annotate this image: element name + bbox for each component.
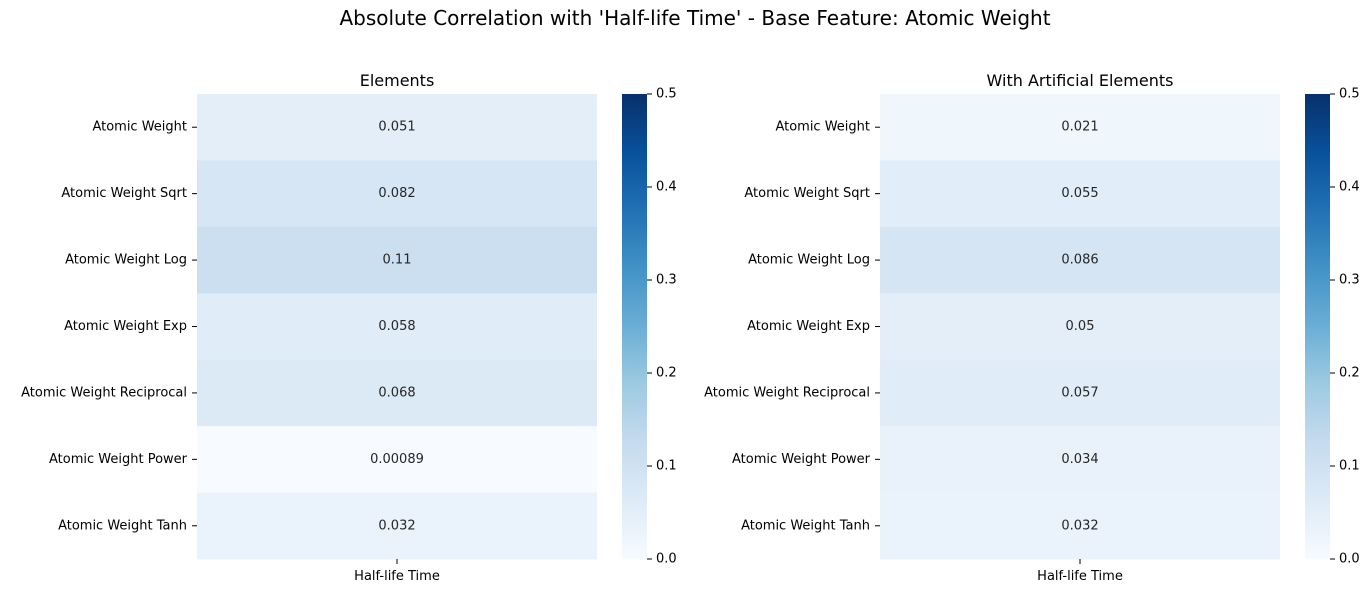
y-tick-label: Atomic Weight Exp: [747, 319, 870, 334]
cell-value-label: 0.082: [378, 186, 415, 201]
cell-value-label: 0.021: [1061, 120, 1098, 135]
heatmap-cell: [880, 426, 1280, 494]
cell-value-label: 0.051: [378, 120, 415, 135]
cell-value-label: 0.032: [1061, 518, 1098, 533]
colorbar: [1305, 94, 1330, 559]
y-tick-label: Atomic Weight Tanh: [741, 518, 870, 533]
colorbar-tick-label: 0.2: [1339, 366, 1360, 381]
heatmap-cell: [880, 226, 1280, 294]
heatmap-cell: [880, 94, 1280, 161]
colorbar-tick-label: 0.4: [656, 180, 677, 195]
cell-value-label: 0.068: [378, 385, 415, 400]
colorbar-tick-label: 0.3: [656, 273, 677, 288]
cell-value-label: 0.058: [378, 319, 415, 334]
colorbar-tick-label: 0.1: [1339, 459, 1360, 474]
colorbar-tick-label: 0.4: [1339, 180, 1360, 195]
cell-value-label: 0.086: [1061, 253, 1098, 268]
y-tick-label: Atomic Weight Exp: [64, 319, 187, 334]
y-tick-label: Atomic Weight: [775, 120, 870, 135]
panel-title: With Artificial Elements: [987, 71, 1174, 90]
heatmap-cell: [197, 426, 597, 494]
colorbar-tick-label: 0.1: [656, 459, 677, 474]
y-tick-label: Atomic Weight Reciprocal: [21, 385, 187, 400]
heatmap-panel-elements: Elements 0.051 Atomic Weight 0.082 Atomic We…: [21, 71, 677, 584]
heatmap-cell: [197, 94, 597, 161]
colorbar-tick-label: 0.5: [1339, 87, 1360, 102]
heatmap-cell: [880, 293, 1280, 361]
heatmap-cell: [197, 226, 597, 294]
y-tick-label: Atomic Weight Power: [49, 452, 188, 467]
y-tick-label: Atomic Weight Log: [65, 253, 187, 268]
y-tick-label: Atomic Weight Power: [732, 452, 871, 467]
heatmap-cell: [880, 160, 1280, 228]
heatmap-cell: [197, 160, 597, 228]
cell-value-label: 0.00089: [370, 452, 424, 467]
heatmap-panel-with-artificial-elements: With Artificial Elements 0.021 Atomic Weig…: [704, 71, 1360, 584]
figure-title: Absolute Correlation with 'Half-life Tim…: [339, 6, 1050, 30]
y-tick-label: Atomic Weight Sqrt: [744, 186, 870, 201]
cell-value-label: 0.034: [1061, 452, 1098, 467]
heatmap-cell: [880, 492, 1280, 560]
y-tick-label: Atomic Weight Tanh: [58, 518, 187, 533]
colorbar-tick-label: 0.5: [656, 87, 677, 102]
colorbar-tick-label: 0.0: [656, 552, 677, 567]
heatmap-cell: [880, 359, 1280, 427]
y-tick-label: Atomic Weight Log: [748, 253, 870, 268]
cell-value-label: 0.057: [1061, 385, 1098, 400]
heatmap-cell: [197, 359, 597, 427]
colorbar-tick-label: 0.3: [1339, 273, 1360, 288]
colorbar-tick-label: 0.2: [656, 366, 677, 381]
cell-value-label: 0.11: [383, 253, 412, 268]
heatmap-cell: [197, 492, 597, 560]
x-tick-label: Half-life Time: [1037, 569, 1123, 584]
cell-value-label: 0.055: [1061, 186, 1098, 201]
colorbar: [622, 94, 647, 559]
cell-value-label: 0.032: [378, 518, 415, 533]
x-tick-label: Half-life Time: [354, 569, 440, 584]
cell-value-label: 0.05: [1066, 319, 1095, 334]
heatmap-cell: [197, 293, 597, 361]
y-tick-label: Atomic Weight Reciprocal: [704, 385, 870, 400]
y-tick-label: Atomic Weight Sqrt: [61, 186, 187, 201]
colorbar-tick-label: 0.0: [1339, 552, 1360, 567]
panel-title: Elements: [360, 71, 435, 90]
y-tick-label: Atomic Weight: [92, 120, 187, 135]
